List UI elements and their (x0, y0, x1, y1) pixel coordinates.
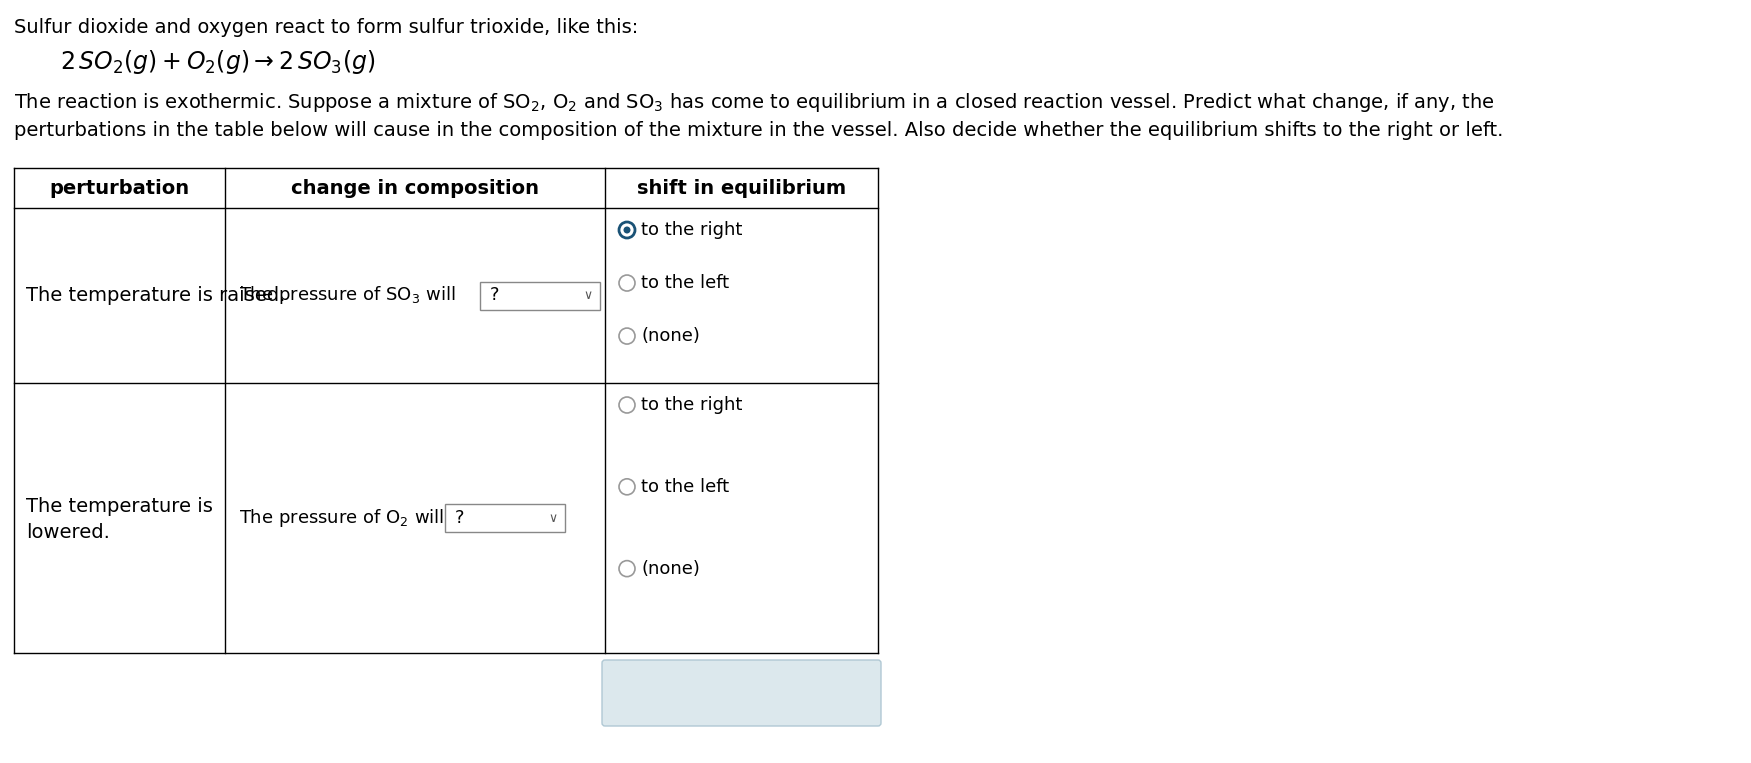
Text: The reaction is exothermic. Suppose a mixture of $\mathrm{SO}_2$, $\mathrm{O}_2$: The reaction is exothermic. Suppose a mi… (14, 91, 1495, 114)
FancyBboxPatch shape (445, 504, 566, 532)
Text: perturbation: perturbation (49, 179, 189, 198)
Text: ∨: ∨ (583, 289, 592, 302)
Text: ?: ? (811, 681, 825, 705)
Text: ?: ? (455, 509, 464, 527)
Text: shift in equilibrium: shift in equilibrium (637, 179, 846, 198)
FancyBboxPatch shape (602, 660, 881, 726)
Text: ×: × (655, 681, 674, 705)
Text: $\mathit{2\,SO_2(g)+O_2(g)\rightarrow 2\,SO_3(g)}$: $\mathit{2\,SO_2(g)+O_2(g)\rightarrow 2\… (60, 48, 375, 76)
Text: The pressure of $\mathrm{O}_2$ will: The pressure of $\mathrm{O}_2$ will (238, 507, 445, 529)
FancyBboxPatch shape (480, 282, 601, 310)
Text: The temperature is raised.: The temperature is raised. (26, 286, 285, 305)
Text: change in composition: change in composition (291, 179, 539, 198)
Text: to the left: to the left (641, 478, 728, 496)
Text: ?: ? (490, 286, 499, 304)
Text: The pressure of $\mathrm{SO}_3$ will: The pressure of $\mathrm{SO}_3$ will (238, 285, 455, 307)
Text: to the left: to the left (641, 274, 728, 292)
Text: Sulfur dioxide and oxygen react to form sulfur trioxide, like this:: Sulfur dioxide and oxygen react to form … (14, 18, 639, 37)
Circle shape (623, 227, 630, 233)
Text: ↺: ↺ (732, 681, 751, 705)
Text: to the right: to the right (641, 221, 742, 239)
Text: (none): (none) (641, 327, 700, 345)
Text: (none): (none) (641, 559, 700, 578)
Text: perturbations in the table below will cause in the composition of the mixture in: perturbations in the table below will ca… (14, 121, 1504, 140)
Text: The temperature is: The temperature is (26, 497, 214, 516)
Text: lowered.: lowered. (26, 523, 110, 542)
Text: ∨: ∨ (548, 511, 557, 524)
Text: to the right: to the right (641, 396, 742, 414)
